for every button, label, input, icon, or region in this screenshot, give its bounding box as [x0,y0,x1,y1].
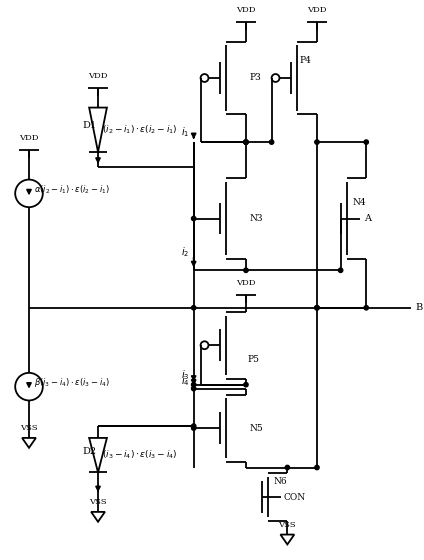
Polygon shape [91,512,105,522]
Circle shape [269,140,274,144]
Circle shape [192,426,196,430]
Text: N6: N6 [273,477,287,486]
Circle shape [192,382,196,387]
Text: VSS: VSS [279,521,296,529]
Circle shape [192,424,196,428]
Text: VSS: VSS [20,424,38,432]
Text: P5: P5 [248,354,260,363]
Circle shape [285,465,290,470]
Text: $i_4$: $i_4$ [181,374,190,388]
Circle shape [315,306,319,310]
Text: N4: N4 [352,198,366,207]
Text: P3: P3 [250,73,262,82]
Circle shape [244,140,248,144]
Text: $(i_2-i_1)\cdot\varepsilon(i_2-i_1)$: $(i_2-i_1)\cdot\varepsilon(i_2-i_1)$ [102,124,178,136]
Text: B: B [416,304,423,312]
Circle shape [244,140,248,144]
Text: VDD: VDD [88,72,108,80]
Text: N5: N5 [250,423,264,432]
Circle shape [244,382,248,387]
Text: $i_3$: $i_3$ [181,368,190,382]
Circle shape [315,465,319,470]
Text: A: A [364,214,371,223]
Text: VDD: VDD [236,279,256,287]
Text: N3: N3 [250,214,263,223]
Circle shape [192,386,196,391]
Text: D1: D1 [82,122,96,130]
Text: VDD: VDD [236,6,256,14]
Text: $\alpha(i_2-i_1)\cdot\varepsilon(i_2-i_1)$: $\alpha(i_2-i_1)\cdot\varepsilon(i_2-i_1… [34,183,110,195]
Text: VDD: VDD [307,6,327,14]
Text: $(i_3-i_4)\cdot\varepsilon(i_3-i_4)$: $(i_3-i_4)\cdot\varepsilon(i_3-i_4)$ [102,449,178,461]
Text: $\beta(i_3-i_4)\cdot\varepsilon(i_3-i_4)$: $\beta(i_3-i_4)\cdot\varepsilon(i_3-i_4)… [34,376,110,389]
Circle shape [244,140,248,144]
Text: VSS: VSS [89,498,107,506]
Polygon shape [280,535,294,544]
Circle shape [315,306,319,310]
Circle shape [364,306,368,310]
Circle shape [338,268,343,273]
Text: D2: D2 [82,447,96,456]
Circle shape [315,140,319,144]
Polygon shape [22,438,36,448]
Circle shape [364,140,368,144]
Text: $i_1$: $i_1$ [181,125,190,139]
Text: P4: P4 [299,56,311,65]
Text: CON: CON [283,493,306,502]
Text: VDD: VDD [19,134,39,142]
Circle shape [192,216,196,221]
Text: $i_2$: $i_2$ [181,246,190,259]
Circle shape [192,306,196,310]
Circle shape [244,268,248,273]
